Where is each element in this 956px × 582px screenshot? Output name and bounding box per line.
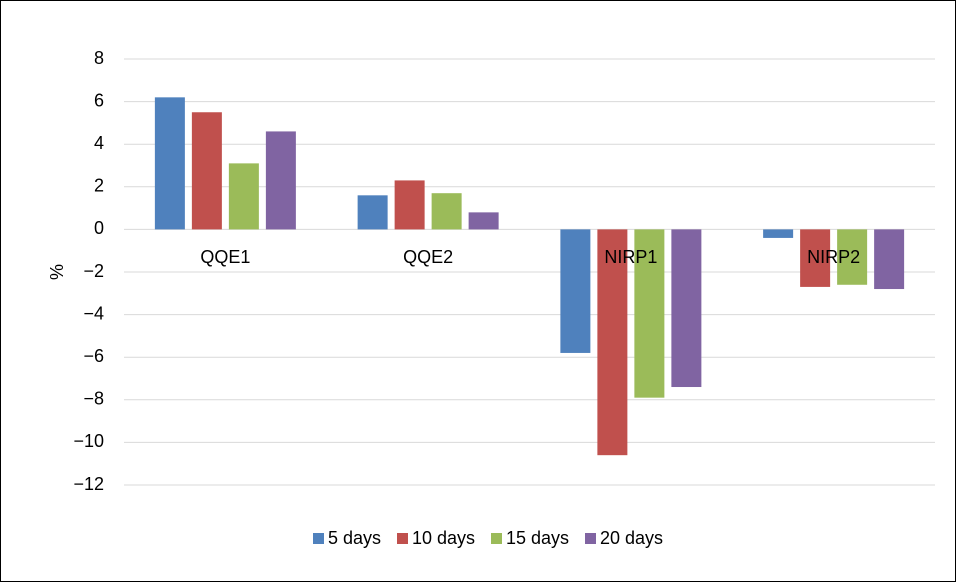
bar xyxy=(671,229,702,388)
legend-label: 20 days xyxy=(600,528,663,548)
y-tick-label: 8 xyxy=(94,48,104,68)
legend-swatch xyxy=(491,533,502,544)
bar xyxy=(431,193,462,230)
bar xyxy=(154,97,185,230)
bar xyxy=(228,163,259,230)
bar xyxy=(597,229,628,456)
bar xyxy=(191,112,222,230)
y-tick-label: 2 xyxy=(94,176,104,196)
y-axis-label: % xyxy=(47,264,67,280)
bar xyxy=(874,229,905,290)
y-tick-label: 0 xyxy=(94,218,104,238)
y-tick-label: 6 xyxy=(94,90,104,110)
x-tick-label: NIRP2 xyxy=(807,247,860,267)
legend-swatch xyxy=(585,533,596,544)
bar xyxy=(763,229,794,238)
bar xyxy=(634,229,665,398)
x-tick-label: NIRP1 xyxy=(604,247,657,267)
y-tick-label: −6 xyxy=(83,346,104,366)
bar xyxy=(468,212,499,230)
legend-label: 15 days xyxy=(506,528,569,548)
y-tick-label: 4 xyxy=(94,133,104,153)
y-tick-label: −8 xyxy=(83,389,104,409)
legend-swatch xyxy=(313,533,324,544)
bar xyxy=(837,229,868,285)
bar xyxy=(560,229,591,353)
x-tick-label: QQE1 xyxy=(200,247,250,267)
bar xyxy=(800,229,831,287)
bar xyxy=(357,195,388,230)
y-tick-label: −2 xyxy=(83,261,104,281)
y-tick-label: −12 xyxy=(73,474,104,494)
legend-swatch xyxy=(397,533,408,544)
legend-label: 10 days xyxy=(412,528,475,548)
bar xyxy=(265,131,296,230)
y-tick-label: −4 xyxy=(83,303,104,323)
x-tick-label: QQE2 xyxy=(403,247,453,267)
y-tick-label: −10 xyxy=(73,431,104,451)
legend-label: 5 days xyxy=(328,528,381,548)
bar xyxy=(394,180,425,230)
